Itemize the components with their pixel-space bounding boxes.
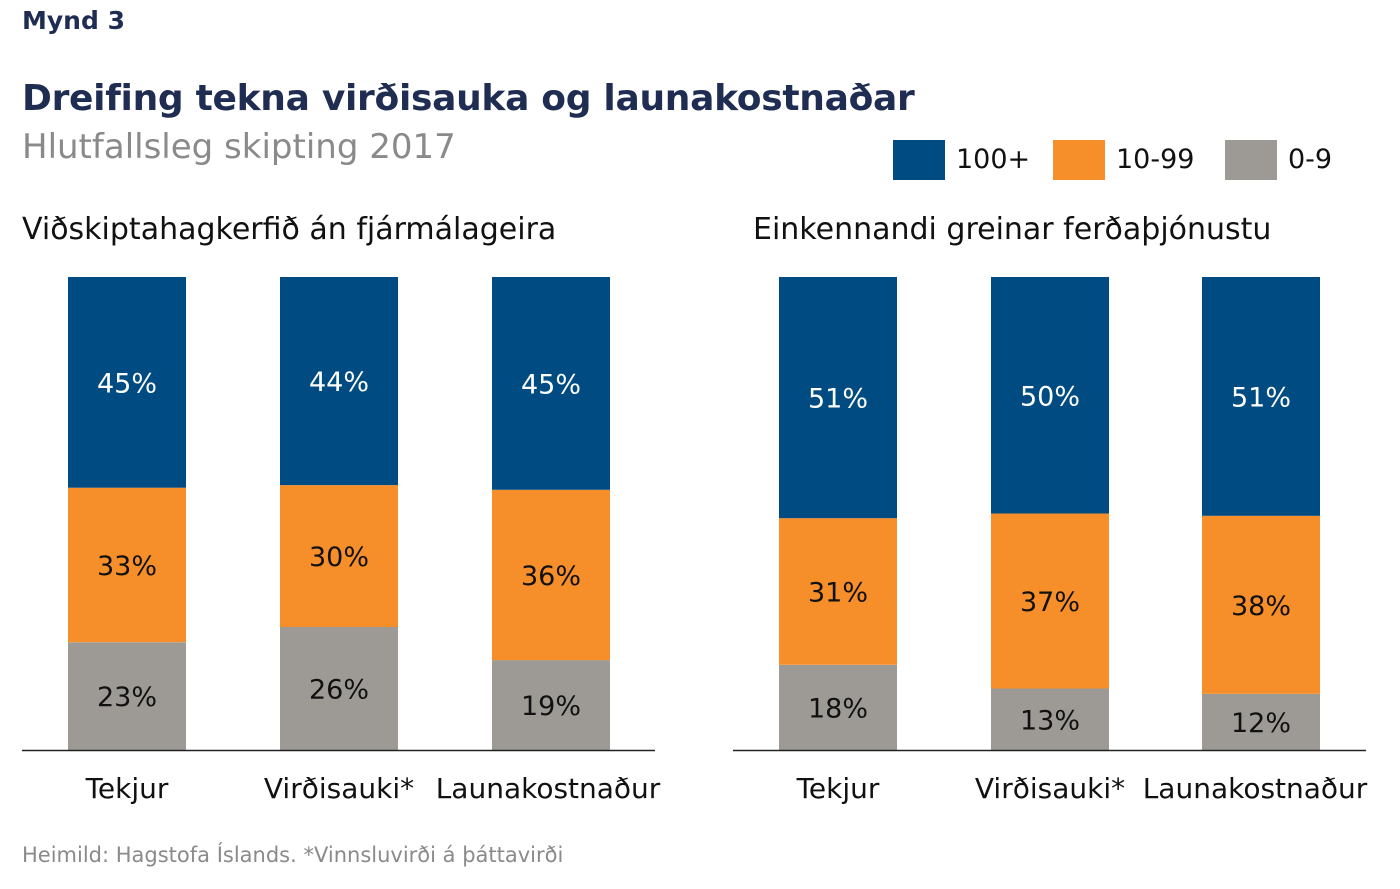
category-label-vir-isauki: Virðisauki* <box>975 772 1125 805</box>
legend-swatch-10-99 <box>1053 140 1105 180</box>
bar-segment-0-9-tekjur <box>68 642 186 750</box>
data-label-10-99-tekjur: 33% <box>97 551 157 582</box>
category-label-tekjur: Tekjur <box>85 772 169 805</box>
bar-segment-0-9-tekjur <box>779 664 897 750</box>
category-label-vir-isauki: Virðisauki* <box>264 772 414 805</box>
bar-segment-10-99-launakostna-ur <box>492 489 610 661</box>
bar-segment-100plus-vir-isauki <box>991 277 1109 514</box>
chart-title: Dreifing tekna virðisauka og launakostna… <box>22 78 915 119</box>
bar-segment-0-9-launakostna-ur <box>1202 693 1320 750</box>
legend-label-10-99: 10-99 <box>1116 144 1195 175</box>
bar-segment-10-99-vir-isauki <box>280 485 398 627</box>
data-label-100plus-launakostna-ur: 51% <box>1231 382 1291 413</box>
data-label-0-9-launakostna-ur: 12% <box>1231 708 1291 739</box>
bar-segment-10-99-tekjur <box>68 487 186 643</box>
chart-subtitle: Hlutfallsleg skipting 2017 <box>22 127 456 167</box>
panel-title-left: Viðskiptahagkerfið án fjármálageira <box>22 212 557 247</box>
data-label-100plus-tekjur: 45% <box>97 368 157 399</box>
bar-segment-0-9-vir-isauki <box>991 688 1109 750</box>
data-label-0-9-vir-isauki: 26% <box>309 675 369 706</box>
bar-segment-0-9-vir-isauki <box>280 627 398 750</box>
data-label-10-99-vir-isauki: 30% <box>309 542 369 573</box>
data-label-0-9-vir-isauki: 13% <box>1020 705 1080 736</box>
category-label-tekjur: Tekjur <box>796 772 880 805</box>
data-label-100plus-vir-isauki: 50% <box>1020 381 1080 412</box>
bar-segment-10-99-tekjur <box>779 518 897 665</box>
data-label-100plus-launakostna-ur: 45% <box>521 369 581 400</box>
legend-swatch-100plus <box>893 140 945 180</box>
category-label-launakostna-ur: Launakostnaður <box>1143 772 1368 805</box>
figure-label: Mynd 3 <box>22 6 125 35</box>
bar-segment-100plus-launakostna-ur <box>492 277 610 490</box>
legend-swatch-0-9 <box>1225 140 1277 180</box>
data-label-0-9-tekjur: 23% <box>97 682 157 713</box>
data-label-100plus-vir-isauki: 44% <box>309 367 369 398</box>
chart-panel-1: 23% 33% 45% Tekjur 26% 30% 44% Virðisauki* 19% 36… <box>22 277 661 805</box>
bar-segment-100plus-tekjur <box>68 277 186 488</box>
bar-segment-100plus-vir-isauki <box>280 277 398 486</box>
data-label-10-99-tekjur: 31% <box>808 578 868 609</box>
bar-segment-0-9-launakostna-ur <box>492 660 610 750</box>
source-note: Heimild: Hagstofa Íslands. *Vinnsluvirði… <box>22 843 564 867</box>
data-label-10-99-launakostna-ur: 38% <box>1231 591 1291 622</box>
bar-segment-100plus-tekjur <box>779 277 897 519</box>
bar-segment-10-99-vir-isauki <box>991 513 1109 689</box>
data-label-0-9-tekjur: 18% <box>808 693 868 724</box>
category-label-launakostna-ur: Launakostnaður <box>436 772 661 805</box>
data-label-100plus-tekjur: 51% <box>808 384 868 415</box>
bar-segment-100plus-launakostna-ur <box>1202 277 1320 516</box>
data-label-10-99-launakostna-ur: 36% <box>521 561 581 592</box>
legend-label-0-9: 0-9 <box>1288 144 1333 175</box>
panel-title-right: Einkennandi greinar ferðaþjónustu <box>753 212 1272 247</box>
chart-panel-2: 18% 31% 51% Tekjur 13% 37% 50% Virðisauki* 12% 38… <box>733 277 1368 805</box>
data-label-10-99-vir-isauki: 37% <box>1020 587 1080 618</box>
legend-label-100plus: 100+ <box>956 144 1031 175</box>
bar-segment-10-99-launakostna-ur <box>1202 515 1320 694</box>
data-label-0-9-launakostna-ur: 19% <box>521 691 581 722</box>
